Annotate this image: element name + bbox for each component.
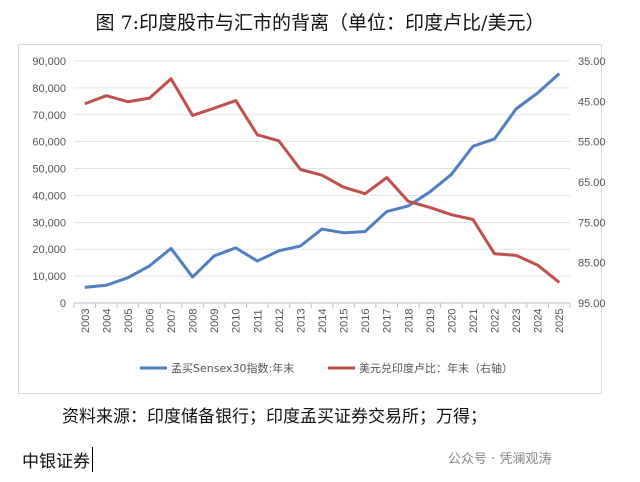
left-tick-label: 30,000 [32,217,66,229]
x-tick-label: 2019 [425,309,437,333]
x-tick-label: 2021 [468,309,480,333]
left-tick-label: 10,000 [32,271,66,283]
left-tick-label: 80,000 [32,83,66,95]
x-tick-label: 2017 [382,309,394,333]
x-tick-label: 2018 [403,309,415,333]
x-tick-label: 2004 [101,309,113,333]
left-tick-label: 40,000 [32,190,66,202]
x-tick-label: 2008 [188,309,200,333]
x-tick-label: 2014 [317,309,329,333]
series-line-1 [84,72,561,289]
chart-title: 图 7:印度股市与汇市的背离（单位：印度卢比/美元） [95,12,545,34]
x-tick-label: 2005 [123,309,135,333]
chart: 0 10,000 20,000 30,000 40,000 50,000 60,000 70,… [32,56,606,375]
x-tick-label: 2009 [209,309,221,333]
x-tick-label: 2020 [446,309,458,333]
left-tick-label: 50,000 [32,164,66,176]
legend-label: 美元兑印度卢比：年末（右轴） [359,361,513,375]
watermark: 公众号 · 凭澜观涛 [448,452,552,467]
x-tick-label: 2025 [554,309,566,333]
left-tick-label: 0 [60,298,66,310]
x-tick-label: 2011 [252,309,264,333]
right-tick-label: 55.00 [578,137,606,149]
legend-label: 孟买Sensex30指数:年末 [171,361,294,375]
right-tick-label: 85.00 [578,258,606,270]
left-tick-label: 90,000 [32,56,66,68]
x-tick-label: 2024 [533,309,545,333]
right-tick-label: 65.00 [578,177,606,189]
right-tick-label: 95.00 [578,298,606,310]
x-tick-label: 2006 [144,309,156,333]
x-tick-label: 2023 [511,309,523,333]
left-tick-label: 70,000 [32,110,66,122]
source-note: 资料来源：印度储备银行；印度孟买证券交易所；万得； [62,407,487,427]
x-tick-label: 2022 [490,309,502,333]
x-tick-label: 2010 [231,309,243,333]
x-tick-label: 2012 [274,309,286,333]
x-tick-label: 2015 [339,309,351,333]
source-note-cont: 中银证券 [22,447,93,472]
left-tick-label: 20,000 [32,244,66,256]
x-tick-label: 2007 [166,309,178,333]
x-tick-label: 2016 [360,309,372,333]
right-tick-label: 75.00 [578,217,606,229]
left-tick-label: 60,000 [32,137,66,149]
right-tick-label: 45.00 [578,96,606,108]
right-tick-label: 35.00 [578,56,606,68]
series-line-2 [84,77,561,284]
chart-frame [18,44,602,394]
x-tick-label: 2003 [80,309,92,333]
x-tick-label: 2013 [295,309,307,333]
